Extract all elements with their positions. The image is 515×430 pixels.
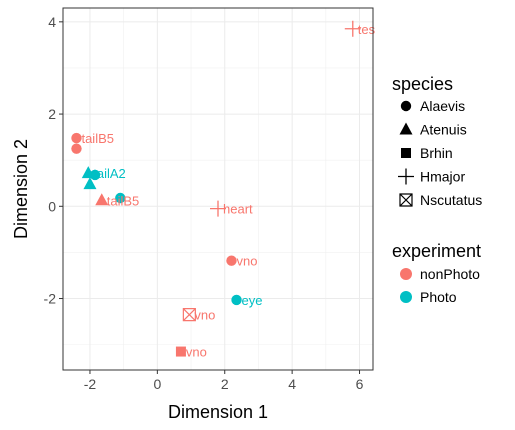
x-tick-label: 6: [356, 376, 364, 392]
legend-experiment: experiment nonPhoto Photo: [392, 241, 481, 305]
legend-key-nscutatus: [399, 193, 413, 207]
y-axis-title: Dimension 2: [11, 139, 31, 239]
legend-label: Brhin: [420, 145, 453, 161]
legend-label: Nscutatus: [420, 192, 482, 208]
legend-key-atenuis: [399, 122, 413, 135]
x-tick-label: 0: [153, 376, 161, 392]
x-tick-label: 4: [288, 376, 296, 392]
point-label: eye: [242, 293, 263, 308]
y-axis-ticks: -2 0 2 4: [44, 14, 63, 307]
data-point-alaevis: [231, 294, 242, 306]
data-point-hmajor: [344, 20, 361, 37]
point-label: vno: [194, 308, 215, 323]
legend-label: Alaevis: [420, 98, 465, 114]
legend-key-photo: [400, 291, 412, 303]
point-label: tes: [358, 22, 376, 37]
x-tick-label: -2: [84, 376, 97, 392]
legend-label: Atenuis: [420, 122, 467, 138]
legend-key-alaevis: [400, 100, 412, 112]
legend-label: nonPhoto: [420, 266, 480, 282]
data-point-alaevis: [226, 255, 237, 266]
data-point-atenuis: [83, 177, 97, 190]
point-label: tailB5: [107, 193, 140, 208]
data-point-alaevis: [71, 143, 82, 154]
y-tick-label: 0: [48, 198, 56, 214]
x-axis-ticks: -2 0 2 4 6: [84, 370, 364, 392]
legend-species-title: species: [392, 74, 453, 94]
point-label: tailB5: [81, 131, 114, 146]
legend-key-brhin: [401, 148, 411, 158]
y-tick-label: 2: [48, 106, 56, 122]
data-point-alaevis: [89, 169, 101, 181]
point-labels: tes tailB5 tailA2 tailB5 heart vno eye vno vno: [81, 22, 375, 360]
point-label: vno: [186, 345, 207, 360]
data-point-hmajor: [210, 200, 226, 217]
y-tick-label: -2: [44, 291, 57, 307]
legend-key-hmajor: [398, 168, 414, 185]
data-point-alaevis: [115, 192, 126, 204]
x-tick-label: 2: [221, 376, 229, 392]
data-point-alaevis: [71, 132, 82, 144]
data-point-atenuis: [95, 193, 109, 206]
grid-lines: [63, 8, 373, 370]
y-tick-label: 4: [48, 14, 56, 30]
legend-label: Hmajor: [420, 169, 465, 185]
data-point-brhin: [175, 346, 186, 357]
legend-label: Photo: [420, 289, 457, 305]
panel-border: [62, 7, 374, 371]
legend-key-nonphoto: [400, 268, 412, 280]
legend-species: species Alaevis Atenuis Brhin Hmajor Nscutat…: [392, 74, 482, 208]
legend-experiment-title: experiment: [392, 241, 481, 261]
point-label: tailA2: [93, 166, 126, 181]
x-axis-title: Dimension 1: [168, 402, 268, 422]
point-label: heart: [223, 202, 253, 217]
data-point-nscutatus: [182, 308, 196, 322]
point-label: vno: [236, 254, 257, 269]
data-points: [71, 20, 361, 357]
